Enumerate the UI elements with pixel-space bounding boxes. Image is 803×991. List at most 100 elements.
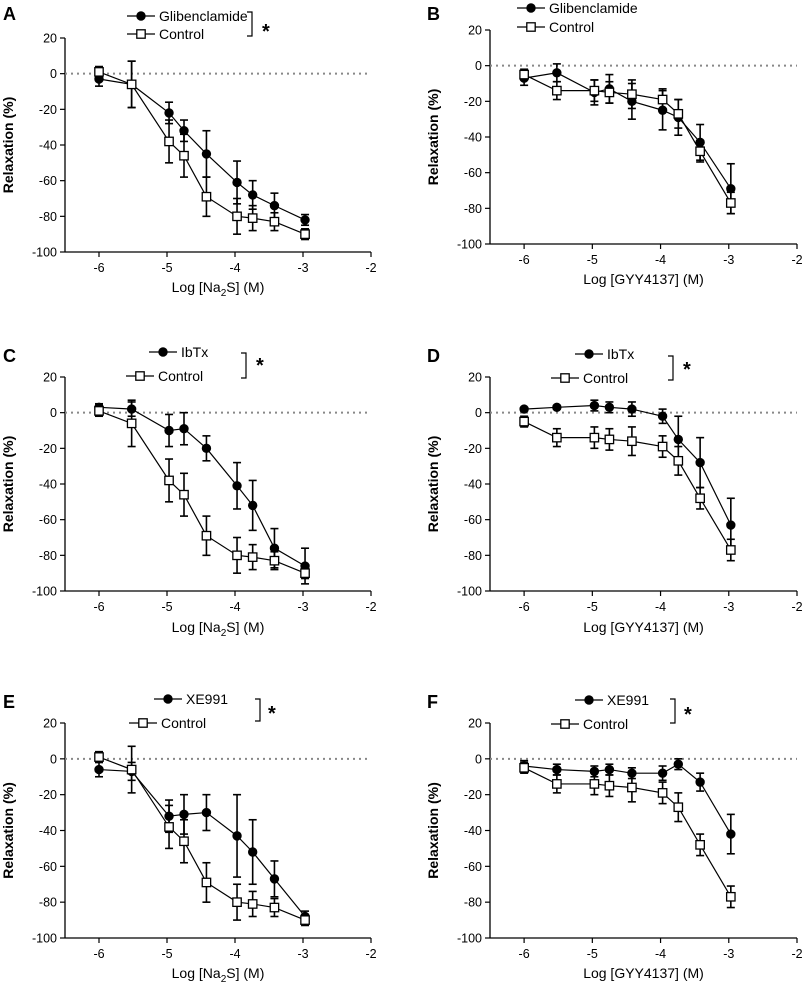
y-tick-label: 0 (50, 752, 57, 766)
significance-star: * (683, 359, 691, 381)
y-tick-label: -100 (32, 585, 57, 599)
y-tick-label: -60 (464, 860, 482, 874)
x-axis-title: Log [Na2S] (M) (172, 619, 265, 639)
y-tick-label: 0 (50, 67, 57, 81)
legend-marker (526, 3, 536, 13)
data-point (695, 493, 705, 504)
legend-entry: IbTx (149, 344, 208, 360)
data-point (589, 400, 600, 411)
data-point (179, 809, 189, 820)
series-control (519, 761, 736, 909)
y-tick-label: -100 (32, 246, 57, 260)
x-tick-label: -6 (519, 253, 530, 267)
y-tick-label: -40 (39, 824, 57, 838)
y-tick-label: -80 (39, 210, 57, 224)
data-point (232, 897, 242, 908)
data-point (657, 768, 668, 778)
series-control (94, 60, 310, 241)
x-axis-title-part: S] (M) (226, 619, 264, 635)
legend-entry: Control (551, 716, 628, 732)
x-axis-title: Log [GYY4137] (M) (583, 965, 704, 981)
data-point (300, 568, 310, 579)
x-axis-title: Log [Na2S] (M) (172, 965, 265, 985)
data-point (179, 424, 189, 434)
x-tick-label: -3 (723, 253, 734, 267)
legend-marker (526, 22, 536, 32)
x-axis-title-subscript: 2 (221, 288, 227, 299)
y-tick-label: 20 (468, 717, 482, 731)
data-point (164, 136, 174, 147)
legend-entry: Control (129, 715, 206, 731)
significance-bracket (670, 698, 676, 724)
y-tick-label: 20 (43, 717, 57, 731)
data-point (604, 764, 615, 775)
y-tick-label: -20 (464, 788, 482, 802)
data-point (589, 85, 600, 96)
data-point (269, 902, 280, 913)
data-point (604, 402, 615, 413)
legend-entry: Glibenclamide (127, 8, 248, 24)
legend-entry: Control (517, 19, 594, 35)
data-point (300, 915, 310, 925)
legend-label: Glibenclamide (549, 0, 638, 16)
x-axis-title-part: S] (M) (226, 279, 264, 295)
data-point (126, 764, 137, 775)
data-point (673, 434, 683, 445)
data-point (604, 434, 615, 445)
x-axis-title: Log [GYY4137] (M) (583, 271, 704, 287)
x-tick-label: -5 (587, 600, 598, 614)
data-point (695, 146, 705, 157)
y-tick-label: 20 (43, 32, 57, 46)
significance-star: * (262, 21, 270, 43)
x-tick-label: -6 (93, 600, 104, 614)
data-point (247, 190, 258, 200)
y-axis-title: Relaxation (%) (0, 97, 16, 193)
y-tick-label: -20 (39, 103, 57, 117)
significance-bracket (241, 352, 247, 379)
x-tick-label: -2 (791, 600, 802, 614)
data-point (94, 67, 104, 77)
x-tick-label: -5 (161, 261, 172, 275)
data-point (269, 216, 280, 227)
data-point (657, 788, 668, 798)
panel-letter: C (3, 346, 16, 366)
data-point (94, 406, 104, 416)
data-point (673, 802, 684, 813)
legend-label: XE991 (607, 692, 649, 708)
data-point (164, 425, 174, 436)
x-tick-label: -5 (161, 600, 172, 614)
y-tick-label: 20 (468, 24, 482, 38)
y-tick-label: -40 (39, 478, 57, 492)
y-tick-label: -60 (464, 513, 482, 527)
legend-marker (163, 694, 173, 704)
legend-entry: Glibenclamide (517, 0, 638, 16)
legend-marker (136, 11, 146, 21)
data-point (201, 191, 212, 202)
significance-star: * (268, 703, 276, 725)
x-tick-label: -2 (365, 261, 376, 275)
data-point (519, 69, 529, 80)
y-tick-label: 0 (475, 406, 482, 420)
y-tick-label: -20 (39, 442, 57, 456)
data-point (247, 213, 258, 223)
data-point (627, 782, 637, 793)
chart-panel-b: B 20 0 -20 -40 -60 -80 -100 -6 -5 -4 -3 -2 Log [GYY41… (425, 0, 803, 287)
data-point (673, 759, 683, 769)
y-tick-label: -100 (457, 585, 482, 599)
data-point (627, 404, 637, 414)
legend-marker (560, 373, 570, 383)
data-point (269, 200, 280, 211)
data-point (269, 874, 280, 884)
data-point (519, 404, 529, 414)
data-point (201, 877, 212, 888)
data-point (695, 777, 705, 787)
y-tick-label: -80 (39, 549, 57, 563)
x-tick-label: -5 (587, 947, 598, 961)
y-tick-label: -100 (457, 238, 482, 252)
data-point (247, 847, 258, 857)
panel-letter: B (427, 4, 440, 24)
x-tick-label: -4 (655, 600, 666, 614)
data-point (725, 198, 736, 208)
chart-panel-f: F 20 0 -20 -40 -60 -80 -100 -6 -5 -4 -3 -2 Log [GYY41… (425, 692, 803, 981)
y-tick-label: 0 (50, 406, 57, 420)
